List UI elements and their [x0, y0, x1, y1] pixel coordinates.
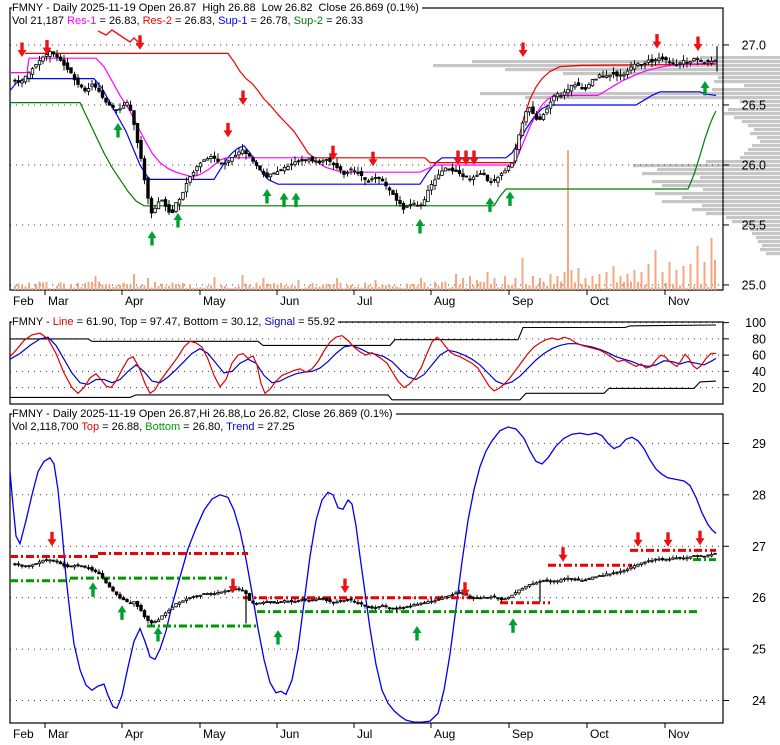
y-axis-label: 28 [752, 488, 766, 502]
month-label: Mar [48, 727, 69, 741]
y-axis-label: 25.5 [742, 218, 766, 232]
y-axis-label: 26.0 [742, 158, 766, 172]
y-axis-label: 60 [752, 349, 766, 363]
y-axis-label: 40 [752, 365, 766, 379]
header-part: Trend [226, 421, 255, 433]
trend-panel-levels [10, 548, 716, 628]
month-label: Oct [590, 294, 609, 308]
header-part: = 26.78, [247, 15, 294, 27]
y-axis-label: 26 [752, 591, 766, 605]
trend-panel-lines [10, 426, 717, 723]
bottom-panel-title: FMNY - Daily 2025-11-19 Open 26.87,Hi 26… [12, 408, 396, 420]
header-part: Sup-2 [293, 15, 324, 27]
y-axis-label: 29 [752, 437, 766, 451]
y-axis-label: 25.0 [742, 278, 766, 292]
month-label: Aug [434, 727, 455, 741]
y-axis-label: 100 [745, 316, 766, 330]
y-axis-label: 80 [752, 332, 766, 346]
header-part: Vol 2,118,700 [12, 421, 82, 433]
month-label: Feb [13, 294, 34, 308]
month-label: Oct [590, 727, 609, 741]
top-panel-candles [13, 46, 718, 219]
oscillator-panel-frame: 100 80 60 40 20 [9, 316, 766, 405]
header-part: Vol 21,187 [12, 15, 68, 27]
y-axis-label: 27.0 [742, 38, 766, 52]
y-axis-label: 26.5 [742, 98, 766, 112]
header-part: Res-2 [142, 15, 172, 27]
top-panel-volume-profile [433, 56, 780, 256]
trend-panel-signals [47, 530, 705, 645]
month-label: Sep [512, 727, 534, 741]
month-label: Apr [125, 294, 144, 308]
header-part: = 26.33 [323, 15, 364, 27]
y-axis-label: 27 [752, 540, 766, 554]
month-label: Aug [434, 294, 455, 308]
header-part: = 27.25 [254, 421, 295, 433]
y-axis-label: 24 [752, 694, 766, 708]
y-axis-label: 25 [752, 643, 766, 657]
month-label: Mar [48, 294, 69, 308]
top-panel-subtitle: Vol 21,187 Res-1 = 26.83, Res-2 = 26.83,… [12, 15, 367, 27]
header-part: = 26.83, [96, 15, 143, 27]
header-part: = 61.90, Top = 97.47, Bottom = 30.12, [73, 316, 265, 328]
header-part: FMNY - [12, 316, 53, 328]
header-part: Res-1 [67, 15, 97, 27]
oscillator-panel-title: FMNY - Line = 61.90, Top = 97.47, Bottom… [12, 316, 339, 328]
header-part: Top [81, 421, 100, 433]
trend-panel-candles [13, 552, 717, 626]
top-panel-title: FMNY - Daily 2025-11-19 Open 26.87 High … [12, 2, 422, 14]
bottom-panel-subtitle: Vol 2,118,700 Top = 26.88, Bottom = 26.8… [12, 421, 298, 433]
header-part: Bottom [145, 421, 181, 433]
top-panel-frame: 27.0 26.5 26.0 25.5 25.0 [9, 7, 766, 292]
month-label: Jul [357, 294, 372, 308]
oscillator-series [10, 324, 717, 401]
header-part: Line [52, 316, 74, 328]
month-label: Nov [668, 294, 689, 308]
month-label: Sep [512, 294, 534, 308]
header-part: = 55.92 [295, 316, 336, 328]
month-label: Jul [357, 727, 372, 741]
month-label: May [203, 727, 226, 741]
top-panel-annotation [97, 29, 139, 43]
top-panel-volume-bars [14, 150, 716, 290]
month-label: Apr [125, 727, 144, 741]
month-axis: Feb Mar Apr May Jun Jul Aug Sep Oct Nov [13, 290, 689, 308]
header-part: Signal [264, 316, 296, 328]
month-label: Jun [280, 727, 299, 741]
month-label: Nov [668, 727, 689, 741]
month-label: Feb [13, 727, 34, 741]
month-label: May [203, 294, 226, 308]
y-axis-label: 20 [752, 381, 766, 395]
month-axis: Feb Mar Apr May Jun Jul Aug Sep Oct Nov [13, 723, 689, 741]
month-label: Jun [280, 294, 299, 308]
header-part: = 26.88, [99, 421, 146, 433]
header-part: = 26.83, [171, 15, 219, 27]
trend-panel-frame: 29 28 27 26 25 24 [9, 413, 766, 724]
header-part: = 26.80, [180, 421, 227, 433]
header-part: Sup-1 [218, 15, 248, 27]
top-panel-signals [17, 34, 710, 246]
